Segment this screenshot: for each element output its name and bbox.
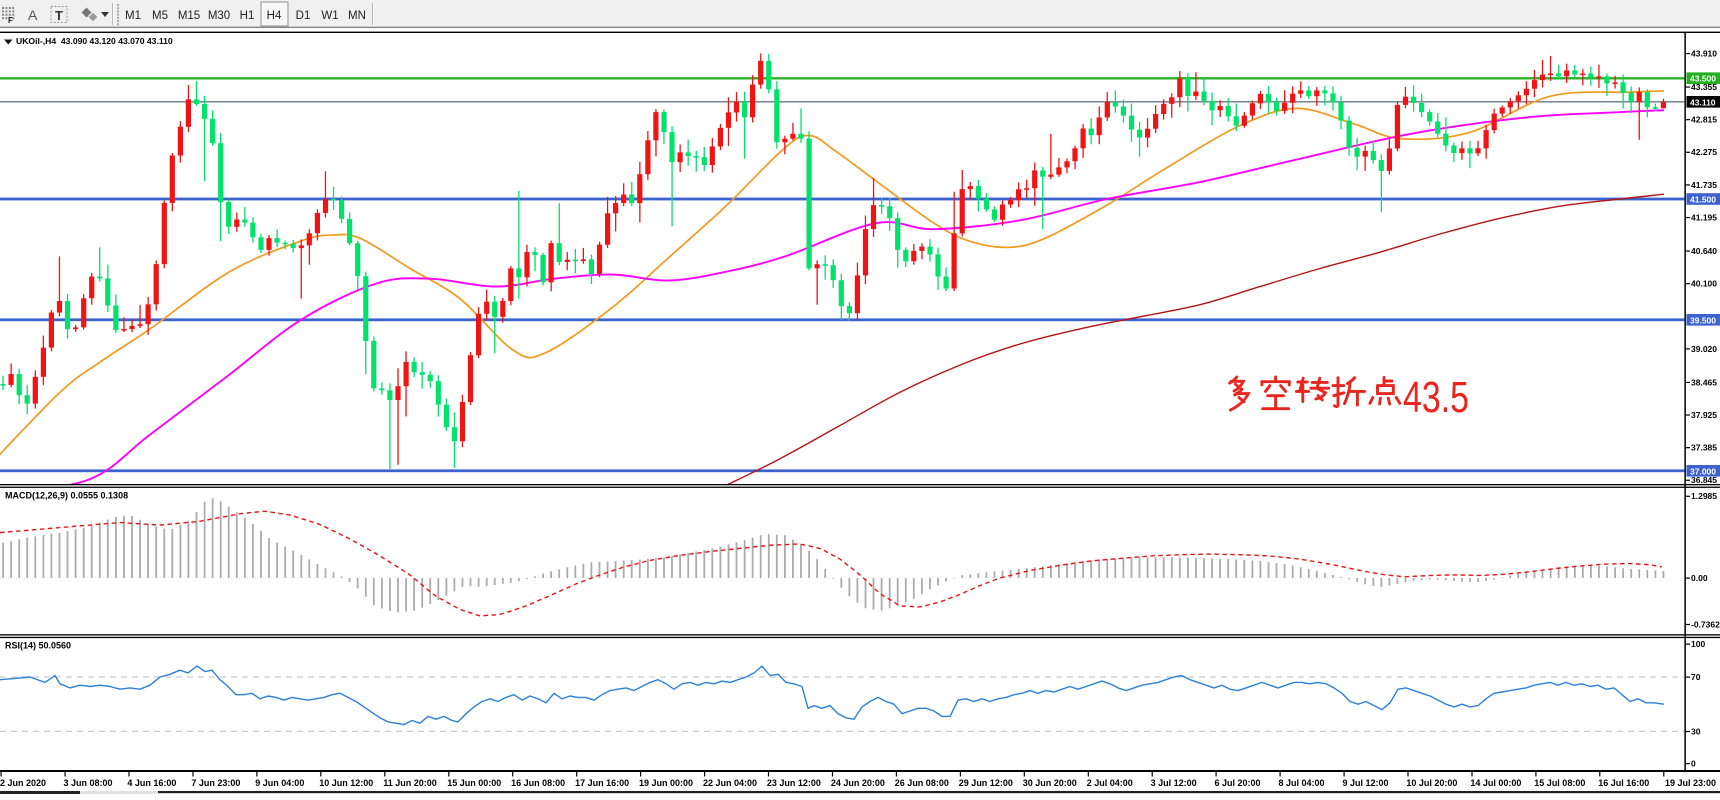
svg-text:1.2985: 1.2985 — [1691, 491, 1717, 501]
svg-text:40.100: 40.100 — [1691, 279, 1717, 289]
svg-text:43.500: 43.500 — [1690, 74, 1716, 84]
svg-text:0.00: 0.00 — [1691, 573, 1708, 583]
svg-text:43.5: 43.5 — [1403, 373, 1469, 422]
svg-text:24 Jun 20:00: 24 Jun 20:00 — [831, 778, 885, 788]
svg-text:36.845: 36.845 — [1691, 475, 1717, 485]
svg-text:43.910: 43.910 — [1691, 48, 1717, 58]
svg-text:100: 100 — [1691, 639, 1705, 649]
svg-text:39.020: 39.020 — [1691, 344, 1717, 354]
svg-text:37.925: 37.925 — [1691, 410, 1717, 420]
svg-text:D1: D1 — [296, 10, 311, 22]
svg-text:2 Jun 2020: 2 Jun 2020 — [0, 778, 46, 788]
svg-text:15 Jul 08:00: 15 Jul 08:00 — [1534, 778, 1585, 788]
svg-text:F: F — [8, 16, 13, 25]
svg-text:W1: W1 — [321, 10, 338, 22]
svg-text:4 Jun 16:00: 4 Jun 16:00 — [127, 778, 176, 788]
svg-text:7 Jun 23:00: 7 Jun 23:00 — [191, 778, 240, 788]
svg-text:M5: M5 — [152, 10, 168, 22]
svg-text:70: 70 — [1691, 672, 1701, 682]
svg-text:29 Jun 12:00: 29 Jun 12:00 — [959, 778, 1013, 788]
svg-text:MN: MN — [348, 10, 366, 22]
svg-text:6 Jul 20:00: 6 Jul 20:00 — [1215, 778, 1261, 788]
svg-text:M15: M15 — [178, 10, 200, 22]
svg-text:H1: H1 — [240, 10, 255, 22]
svg-text:43.110: 43.110 — [1690, 97, 1716, 107]
svg-text:30: 30 — [1691, 726, 1701, 736]
svg-text:T: T — [55, 8, 63, 23]
svg-text:41.500: 41.500 — [1690, 195, 1716, 205]
svg-text:-0.7362: -0.7362 — [1691, 619, 1720, 629]
svg-text:38.465: 38.465 — [1691, 377, 1717, 387]
svg-text:RSI(14) 50.0560: RSI(14) 50.0560 — [5, 641, 71, 651]
svg-text:8 Jul 04:00: 8 Jul 04:00 — [1279, 778, 1325, 788]
svg-text:14 Jul 00:00: 14 Jul 00:00 — [1470, 778, 1521, 788]
svg-text:22 Jun 04:00: 22 Jun 04:00 — [703, 778, 757, 788]
svg-text:0: 0 — [1691, 759, 1696, 769]
svg-text:42.275: 42.275 — [1691, 147, 1717, 157]
svg-text:A: A — [28, 7, 38, 23]
svg-text:9 Jul 12:00: 9 Jul 12:00 — [1343, 778, 1389, 788]
svg-text:41.195: 41.195 — [1691, 212, 1717, 222]
svg-text:10 Jul 20:00: 10 Jul 20:00 — [1406, 778, 1457, 788]
svg-text:11 Jun 20:00: 11 Jun 20:00 — [383, 778, 437, 788]
svg-text:41.735: 41.735 — [1691, 180, 1717, 190]
svg-text:19 Jul 23:00: 19 Jul 23:00 — [1665, 778, 1716, 788]
svg-text:42.815: 42.815 — [1691, 115, 1717, 125]
svg-text:3 Jul 12:00: 3 Jul 12:00 — [1151, 778, 1197, 788]
svg-text:MACD(12,26,9) 0.0555 0.1308: MACD(12,26,9) 0.0555 0.1308 — [5, 491, 128, 501]
svg-text:16 Jun 08:00: 16 Jun 08:00 — [511, 778, 565, 788]
svg-text:19 Jun 00:00: 19 Jun 00:00 — [639, 778, 693, 788]
svg-text:H4: H4 — [267, 10, 282, 22]
svg-text:M30: M30 — [208, 10, 230, 22]
svg-text:15 Jun 00:00: 15 Jun 00:00 — [447, 778, 501, 788]
svg-text:16 Jul 16:00: 16 Jul 16:00 — [1598, 778, 1649, 788]
svg-text:26 Jun 08:00: 26 Jun 08:00 — [895, 778, 949, 788]
svg-text:30 Jun 20:00: 30 Jun 20:00 — [1023, 778, 1077, 788]
svg-text:39.500: 39.500 — [1690, 315, 1716, 325]
svg-text:M1: M1 — [125, 10, 141, 22]
svg-text:37.385: 37.385 — [1691, 443, 1717, 453]
svg-text:10 Jun 12:00: 10 Jun 12:00 — [319, 778, 373, 788]
svg-text:40.640: 40.640 — [1691, 246, 1717, 256]
svg-text:23 Jun 12:00: 23 Jun 12:00 — [767, 778, 821, 788]
svg-text:2 Jul 04:00: 2 Jul 04:00 — [1087, 778, 1133, 788]
svg-text:9 Jun 04:00: 9 Jun 04:00 — [255, 778, 304, 788]
svg-text:37.000: 37.000 — [1690, 466, 1716, 476]
svg-text:3 Jun 08:00: 3 Jun 08:00 — [64, 778, 113, 788]
svg-text:UKOil-,H4 43.090 43.120 43.07: UKOil-,H4 43.090 43.120 43.070 43.110 — [16, 36, 173, 46]
svg-text:17 Jun 16:00: 17 Jun 16:00 — [575, 778, 629, 788]
